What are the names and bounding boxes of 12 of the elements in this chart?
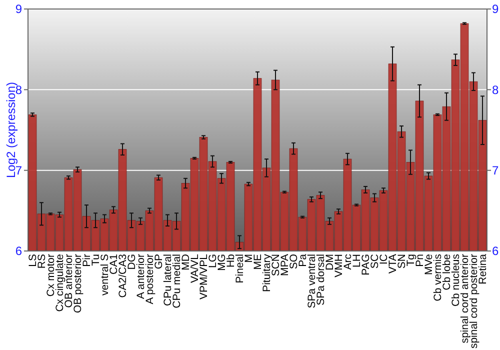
- y2-tick-label: 7: [492, 164, 499, 178]
- y2-tick-label: 6: [492, 244, 499, 258]
- y-tick-label: 6: [15, 244, 22, 258]
- x-tick-label: A posterior: [144, 254, 156, 304]
- x-tick-label: DG: [126, 254, 138, 270]
- y2-tick-label: 8: [492, 82, 499, 97]
- x-tick-label: RS: [36, 254, 48, 269]
- x-tick-label: OB posterior: [72, 254, 84, 313]
- y2-tick-label: 9: [492, 2, 499, 16]
- y-tick-label: 9: [15, 2, 22, 16]
- x-tick-label: Tg: [405, 254, 418, 266]
- x-tick-label: MVe: [423, 254, 436, 276]
